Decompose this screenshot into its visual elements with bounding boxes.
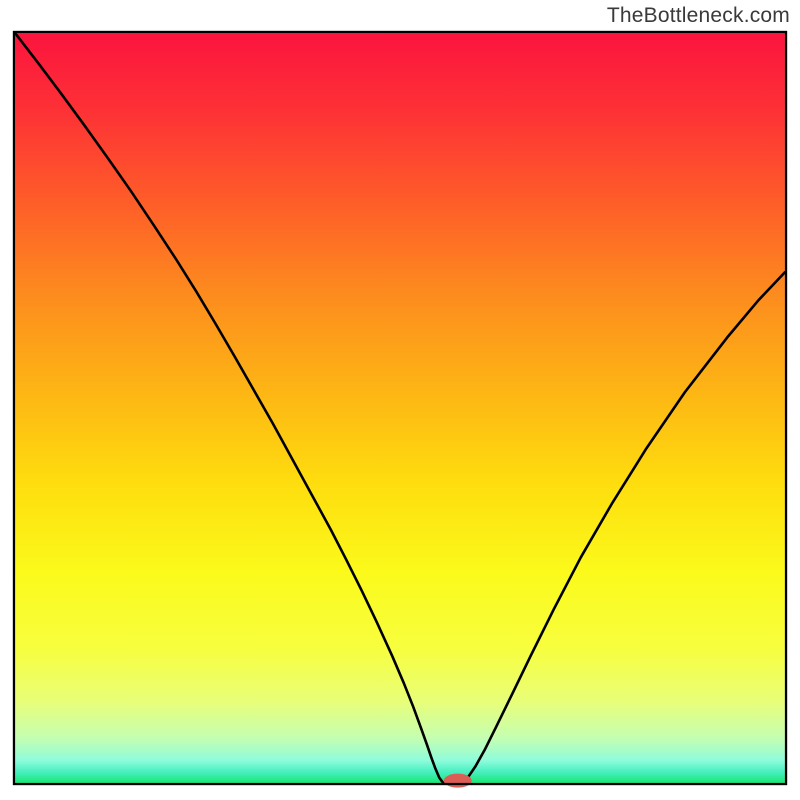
- bottleneck-chart: [0, 0, 800, 800]
- attribution-text: TheBottleneck.com: [607, 4, 790, 28]
- chart-container: TheBottleneck.com: [0, 0, 800, 800]
- optimal-marker: [444, 774, 472, 788]
- plot-background: [15, 33, 785, 783]
